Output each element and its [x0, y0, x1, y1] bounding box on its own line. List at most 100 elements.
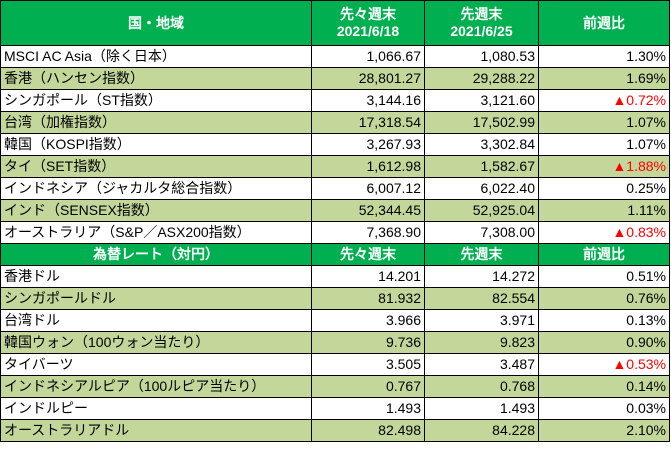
fx-row: オーストラリアドル 82.498 84.228 2.10% — [0, 419, 670, 442]
row-prev2-value: 3,144.16 — [311, 89, 425, 112]
stock-row: シンガポール（ST指数） 3,144.16 3,121.60 ▲0.72% — [0, 89, 670, 112]
header-region: 国・地域 — [0, 0, 312, 46]
row-change-value: 1.69% — [538, 67, 670, 90]
row-change-value: 2.10% — [538, 419, 670, 442]
fx-row: 韓国ウォン（100ウォン当たり） 9.736 9.823 0.90% — [0, 331, 670, 354]
row-prev2-value: 9.736 — [311, 331, 425, 354]
stock-row: タイ（SET指数） 1,612.98 1,582.67 ▲1.88% — [0, 155, 670, 178]
row-prev1-value: 3,302.84 — [424, 133, 539, 156]
fx-row: インドルピー 1.493 1.493 0.03% — [0, 397, 670, 420]
row-prev1-value: 1,582.67 — [424, 155, 539, 178]
fx-header-prev2: 先々週末 — [311, 243, 425, 266]
row-change-value: 0.90% — [538, 331, 670, 354]
row-prev1-value: 29,288.22 — [424, 67, 539, 90]
row-name: インドルピー — [0, 397, 312, 420]
row-name: オーストラリアドル — [0, 419, 312, 442]
row-prev1-value: 3.971 — [424, 309, 539, 332]
stocks-body: MSCI AC Asia（除く日本） 1,066.67 1,080.53 1.30% 香… — [0, 45, 670, 244]
row-change-value: 0.13% — [538, 309, 670, 332]
row-name: MSCI AC Asia（除く日本） — [0, 45, 312, 68]
row-prev1-value: 82.554 — [424, 287, 539, 310]
row-prev2-value: 0.767 — [311, 375, 425, 398]
row-change-value: 1.07% — [538, 111, 670, 134]
row-name: 韓国（KOSPI指数） — [0, 133, 312, 156]
fx-header-name: 為替レート（対円） — [0, 243, 312, 266]
row-name: タイバーツ — [0, 353, 312, 376]
row-change-value: 0.76% — [538, 287, 670, 310]
fx-row: タイバーツ 3.505 3.487 ▲0.53% — [0, 353, 670, 376]
header-prev1-label: 先週末 — [460, 6, 503, 22]
row-change-value: 0.14% — [538, 375, 670, 398]
row-change-value: 0.25% — [538, 177, 670, 200]
row-prev2-value: 28,801.27 — [311, 67, 425, 90]
row-prev1-value: 7,308.00 — [424, 221, 539, 244]
row-name: オーストラリア（S&P／ASX200指数） — [0, 221, 312, 244]
fx-row: シンガポールドル 81.932 82.554 0.76% — [0, 287, 670, 310]
stock-row: 韓国（KOSPI指数） 3,267.93 3,302.84 1.07% — [0, 133, 670, 156]
row-prev2-value: 81.932 — [311, 287, 425, 310]
row-prev2-value: 14.201 — [311, 265, 425, 288]
row-name: 韓国ウォン（100ウォン当たり） — [0, 331, 312, 354]
row-prev2-value: 3,267.93 — [311, 133, 425, 156]
row-prev1-value: 1,080.53 — [424, 45, 539, 68]
row-prev2-value: 82.498 — [311, 419, 425, 442]
header-change: 前週比 — [538, 0, 670, 46]
stock-row: 台湾（加権指数） 17,318.54 17,502.99 1.07% — [0, 111, 670, 134]
row-prev1-value: 0.768 — [424, 375, 539, 398]
stock-row: インドネシア（ジャカルタ総合指数） 6,007.12 6,022.40 0.25% — [0, 177, 670, 200]
row-change-value: ▲1.88% — [538, 155, 670, 178]
row-name: 台湾ドル — [0, 309, 312, 332]
row-prev1-value: 1.493 — [424, 397, 539, 420]
row-prev2-value: 1,612.98 — [311, 155, 425, 178]
fx-body: 香港ドル 14.201 14.272 0.51% シンガポールドル 81.932 82.55… — [0, 265, 670, 442]
row-change-value: 1.11% — [538, 199, 670, 222]
row-prev1-value: 9.823 — [424, 331, 539, 354]
row-change-value: 1.30% — [538, 45, 670, 68]
row-prev2-value: 7,368.90 — [311, 221, 425, 244]
row-change-value: 0.51% — [538, 265, 670, 288]
row-prev1-value: 3.487 — [424, 353, 539, 376]
row-prev2-value: 1,066.67 — [311, 45, 425, 68]
row-change-value: ▲0.83% — [538, 221, 670, 244]
row-change-value: 0.03% — [538, 397, 670, 420]
market-table: 国・地域 先々週末 2021/6/18 先週末 2021/6/25 前週比 MS… — [0, 0, 670, 442]
fx-header-row: 為替レート（対円） 先々週末 先週末 前週比 — [0, 243, 670, 266]
row-name: 香港ドル — [0, 265, 312, 288]
stock-row: 香港（ハンセン指数） 28,801.27 29,288.22 1.69% — [0, 67, 670, 90]
fx-row: インドネシアルピア（100ルピア当たり） 0.767 0.768 0.14% — [0, 375, 670, 398]
row-prev2-value: 17,318.54 — [311, 111, 425, 134]
row-change-value: ▲0.53% — [538, 353, 670, 376]
row-name: シンガポール（ST指数） — [0, 89, 312, 112]
header-prev2: 先々週末 2021/6/18 — [311, 0, 425, 46]
row-name: インド（SENSEX指数） — [0, 199, 312, 222]
row-prev2-value: 1.493 — [311, 397, 425, 420]
row-name: シンガポールドル — [0, 287, 312, 310]
row-prev1-value: 6,022.40 — [424, 177, 539, 200]
fx-header-change: 前週比 — [538, 243, 670, 266]
row-name: 香港（ハンセン指数） — [0, 67, 312, 90]
row-change-value: 1.07% — [538, 133, 670, 156]
header-prev2-date: 2021/6/18 — [336, 23, 400, 39]
row-prev1-value: 52,925.04 — [424, 199, 539, 222]
header-prev1-date: 2021/6/25 — [450, 23, 513, 39]
row-name: インドネシア（ジャカルタ総合指数） — [0, 177, 312, 200]
fx-row: 香港ドル 14.201 14.272 0.51% — [0, 265, 670, 288]
row-name: 台湾（加権指数） — [0, 111, 312, 134]
fx-header-body: 為替レート（対円） 先々週末 先週末 前週比 — [0, 243, 670, 266]
header-prev1: 先週末 2021/6/25 — [424, 0, 539, 46]
row-prev1-value: 3,121.60 — [424, 89, 539, 112]
row-prev2-value: 52,344.45 — [311, 199, 425, 222]
row-prev1-value: 84.228 — [424, 419, 539, 442]
row-name: インドネシアルピア（100ルピア当たり） — [0, 375, 312, 398]
row-prev2-value: 6,007.12 — [311, 177, 425, 200]
header-prev2-label: 先々週末 — [340, 6, 396, 22]
row-prev1-value: 14.272 — [424, 265, 539, 288]
fx-header-prev1: 先週末 — [424, 243, 539, 266]
stock-row: インド（SENSEX指数） 52,344.45 52,925.04 1.11% — [0, 199, 670, 222]
stocks-header-row: 国・地域 先々週末 2021/6/18 先週末 2021/6/25 前週比 — [0, 0, 670, 46]
row-prev1-value: 17,502.99 — [424, 111, 539, 134]
row-change-value: ▲0.72% — [538, 89, 670, 112]
stock-row: MSCI AC Asia（除く日本） 1,066.67 1,080.53 1.30% — [0, 45, 670, 68]
stock-row: オーストラリア（S&P／ASX200指数） 7,368.90 7,308.00 ▲0.… — [0, 221, 670, 244]
row-prev2-value: 3.966 — [311, 309, 425, 332]
